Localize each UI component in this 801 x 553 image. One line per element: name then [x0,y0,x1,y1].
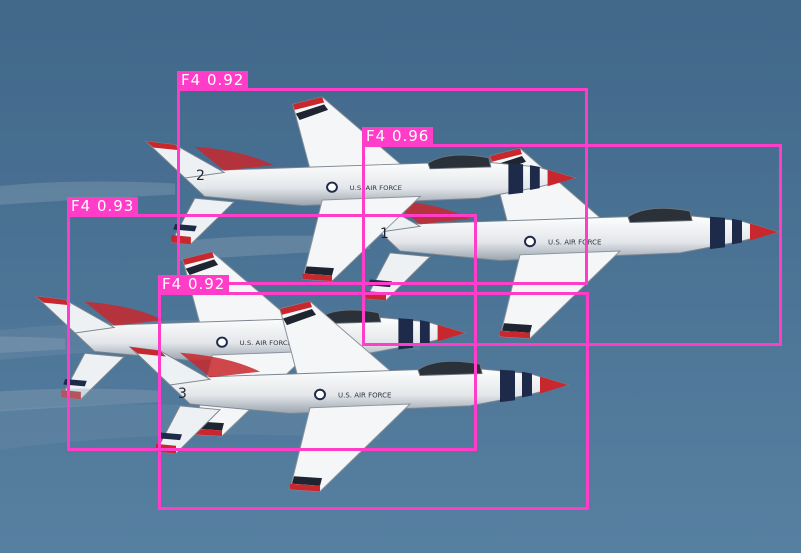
tail-number-2: 2 [196,168,205,184]
detection-box: F4 0.93 [67,197,477,451]
detection-box: F4 0.92 [158,275,589,510]
detection-box: F4 0.92 [177,71,588,285]
detection-label: F4 0.92 [158,275,230,293]
detection-label: F4 0.93 [67,197,139,215]
detection-label: F4 0.92 [177,71,249,89]
detection-box: F4 0.96 [362,127,782,346]
tail-number-3: 3 [178,386,187,402]
tail-number-1: 1 [380,226,389,242]
detection-label: F4 0.96 [362,127,434,145]
